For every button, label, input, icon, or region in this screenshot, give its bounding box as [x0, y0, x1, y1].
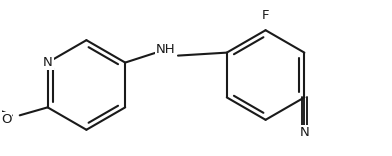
Text: NH: NH	[156, 43, 176, 56]
Text: F: F	[262, 9, 269, 22]
Text: N: N	[299, 126, 309, 139]
Text: N: N	[43, 56, 53, 69]
Text: O: O	[1, 113, 12, 126]
